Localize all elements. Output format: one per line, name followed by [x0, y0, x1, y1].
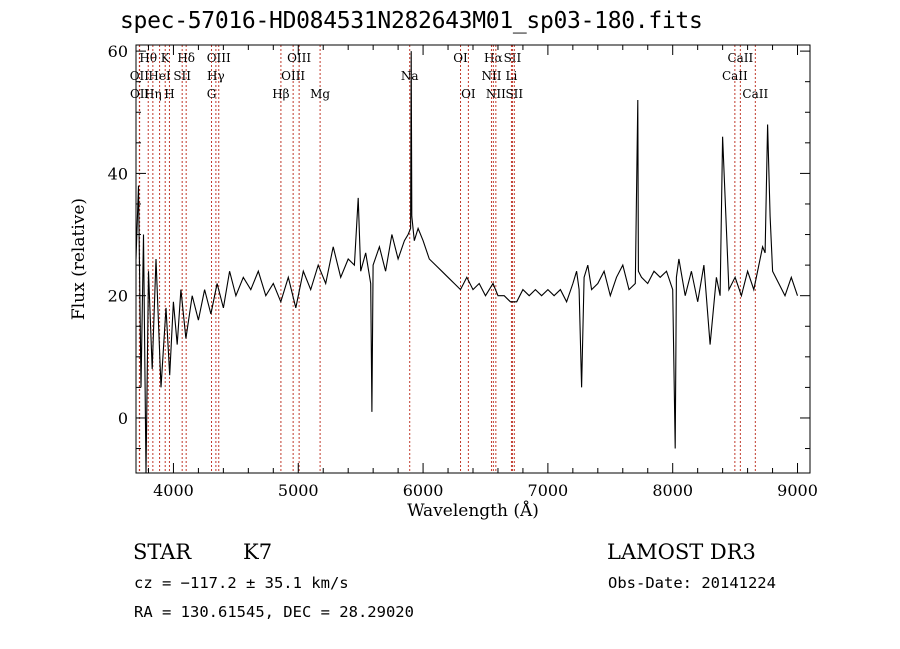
line-marker-label: NII [481, 69, 501, 83]
line-marker-label: Hα [484, 51, 503, 65]
plot-frame [135, 44, 811, 474]
x-tick-label: 4000 [153, 481, 194, 500]
spectral-subclass: K7 [243, 540, 273, 564]
line-marker-label: NII [486, 87, 506, 101]
line-marker-label: OIII [287, 51, 311, 65]
x-tick-label: 6000 [403, 481, 444, 500]
y-tick-label: 60 [108, 42, 128, 61]
line-marker-label: OI [453, 51, 468, 65]
line-marker-label: OIII [281, 69, 305, 83]
line-marker-label: Hθ [139, 51, 157, 65]
line-marker-label: Mg [310, 87, 330, 101]
x-tick-label: 9000 [777, 481, 818, 500]
line-marker-label: SII [173, 69, 191, 83]
x-axis-label: Wavelength (Å) [407, 500, 539, 521]
line-marker-label: Hγ [207, 69, 225, 83]
line-marker-label: Na [401, 69, 419, 83]
x-tick-label: 5000 [278, 481, 319, 500]
line-marker-label: HeI [148, 69, 171, 83]
line-marker-label: CaII [722, 69, 748, 83]
line-marker-label: OI [461, 87, 476, 101]
flux-series-line [136, 51, 799, 473]
x-tick-label: 8000 [652, 481, 693, 500]
survey-name: LAMOST DR3 [607, 540, 756, 564]
y-axis-label: Flux (relative) [69, 198, 89, 320]
coordinates: RA = 130.61545, DEC = 28.29020 [134, 603, 414, 621]
line-marker-label: CaII [742, 87, 768, 101]
line-marker-label: K [161, 51, 171, 65]
y-tick-label: 0 [118, 409, 128, 428]
chart-title: spec-57016-HD084531N282643M01_sp03-180.f… [120, 8, 703, 34]
line-marker-label: SII [504, 51, 522, 65]
y-tick-label: 20 [108, 287, 128, 306]
y-tick-label: 40 [108, 164, 128, 183]
line-marker-label: Hδ [177, 51, 195, 65]
line-marker-label: OII [130, 87, 150, 101]
line-marker-label: SII [505, 87, 523, 101]
observation-date: Obs-Date: 20141224 [608, 574, 776, 592]
line-marker-label: H [164, 87, 174, 101]
redshift-cz: cz = −117.2 ± 35.1 km/s [134, 574, 349, 592]
x-tick-label: 7000 [528, 481, 569, 500]
line-marker-label: Li [506, 69, 518, 83]
line-marker-label: G [207, 87, 217, 101]
line-marker-label: OII [130, 69, 150, 83]
object-class: STAR [133, 540, 192, 564]
line-marker-label: OIII [207, 51, 231, 65]
line-marker-label: Hη [144, 87, 162, 101]
line-marker-label: CaII [727, 51, 753, 65]
line-marker-label: Hβ [272, 87, 289, 101]
